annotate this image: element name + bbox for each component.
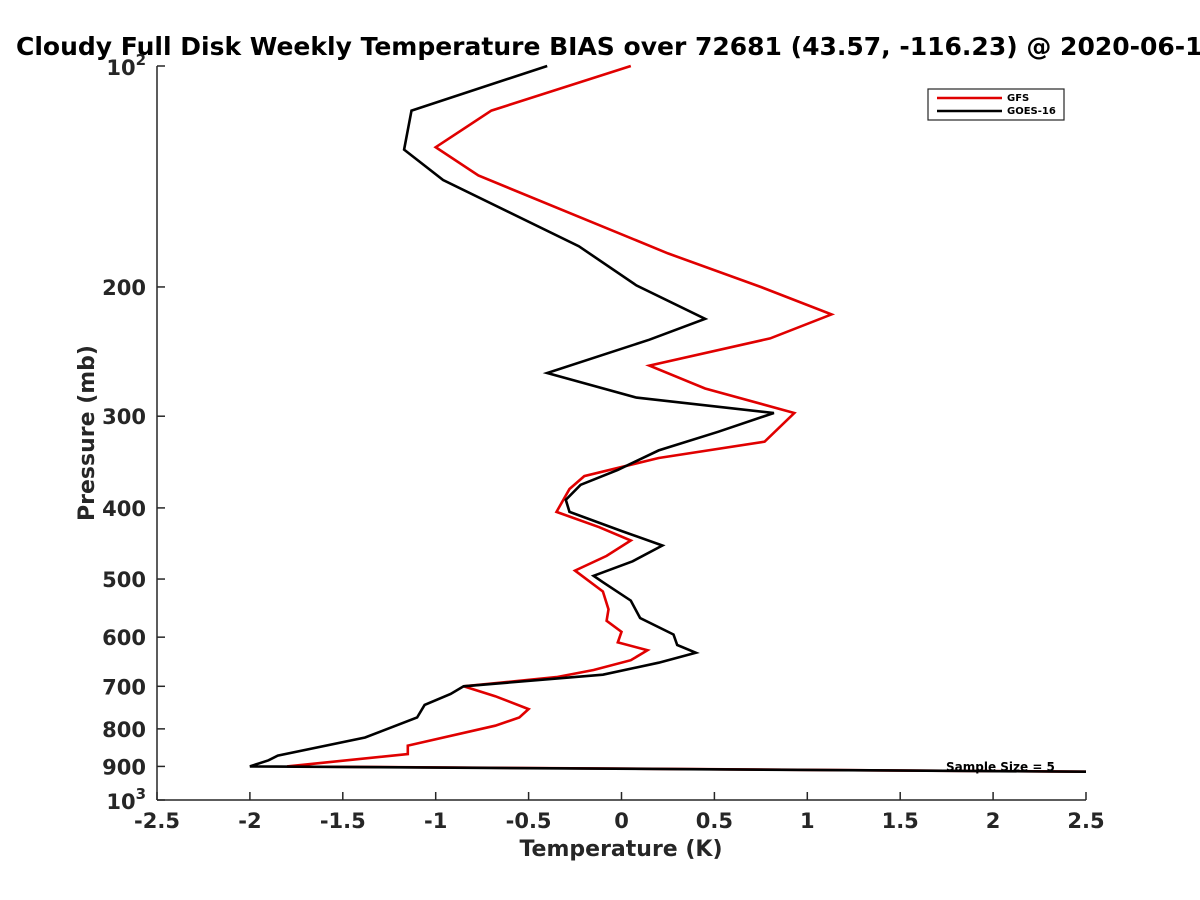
y-tick-label: 800 (102, 718, 146, 742)
plot-area (156, 66, 1086, 801)
x-tick-label: 1 (800, 809, 815, 833)
y-tick-label: 700 (102, 675, 146, 699)
x-axis-ticks: -2.5 -2 -1.5 -1 -0.5 0 0.5 1 1.5 2 2.5 (134, 792, 1105, 833)
x-tick-label: -2.5 (134, 809, 180, 833)
sample-size-annotation: Sample Size = 5 (946, 760, 1055, 774)
x-tick-label: -0.5 (506, 809, 552, 833)
x-tick-label: -2 (238, 809, 261, 833)
y-tick-label: 600 (102, 626, 146, 650)
legend-label-goes16: GOES-16 (1007, 106, 1056, 117)
y-tick-label: 900 (102, 755, 146, 779)
y-decade-tick-label: 103 (106, 785, 146, 814)
legend: GFS GOES-16 (927, 88, 1065, 121)
y-tick-label: 500 (102, 568, 146, 592)
y-axis-ticks: 200 300 400 500 600 700 800 900 102 103 (102, 51, 165, 814)
x-tick-label: 0 (614, 809, 629, 833)
chart-title: Cloudy Full Disk Weekly Temperature BIAS… (16, 32, 1200, 61)
series-layer (249, 64, 1087, 773)
x-tick-label: 2.5 (1067, 809, 1104, 833)
series-line-gfs (286, 64, 1087, 773)
x-tick-label: 2 (986, 809, 1001, 833)
y-decade-tick-label: 102 (106, 51, 146, 80)
x-tick-label: 0.5 (696, 809, 733, 833)
legend-label-gfs: GFS (1007, 93, 1029, 104)
legend-box (927, 88, 1065, 121)
y-tick-label: 400 (102, 497, 146, 521)
series-line-goes16 (249, 64, 1087, 773)
y-axis-label: Pressure (mb) (75, 345, 100, 521)
y-tick-label: 200 (102, 276, 146, 300)
x-tick-label: 1.5 (882, 809, 919, 833)
x-tick-label: -1.5 (320, 809, 366, 833)
x-axis-label: Temperature (K) (519, 837, 722, 862)
x-tick-label: -1 (424, 809, 447, 833)
y-tick-label: 300 (102, 405, 146, 429)
